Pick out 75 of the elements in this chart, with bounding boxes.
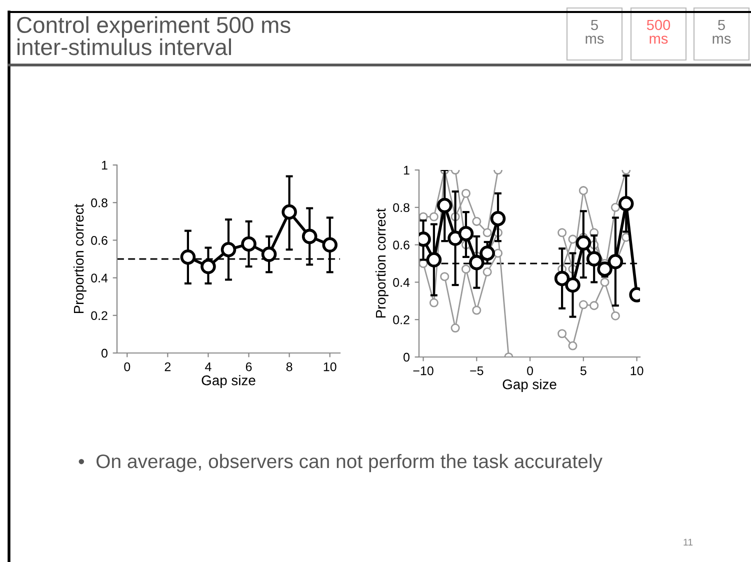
y-tick-label: 0.6 <box>91 236 108 245</box>
point <box>597 261 612 277</box>
x-tick-label: 10 <box>630 366 644 376</box>
point <box>590 301 599 310</box>
point <box>568 234 578 244</box>
point <box>200 258 216 274</box>
x-tick-label: −10 <box>413 366 434 376</box>
x-tick-label: 10 <box>324 362 336 372</box>
x-tick-label: 0 <box>527 366 534 376</box>
point <box>450 324 460 333</box>
point <box>469 254 484 270</box>
point <box>490 210 506 226</box>
point <box>568 341 578 350</box>
point <box>578 300 588 310</box>
y-tick-label: 0.8 <box>393 203 410 212</box>
point <box>586 251 602 266</box>
x-tick-label: 0 <box>124 362 130 372</box>
x-tick-label: 6 <box>246 362 252 372</box>
point <box>241 236 256 252</box>
point <box>261 246 277 262</box>
point <box>180 249 196 265</box>
y-tick-label: 0.8 <box>91 198 108 208</box>
point <box>322 237 338 253</box>
y-tick-label: 0.4 <box>91 274 108 282</box>
point <box>608 254 624 270</box>
y-tick-label: 0.2 <box>91 311 108 320</box>
point <box>461 264 470 274</box>
point <box>282 204 297 220</box>
point <box>610 202 620 212</box>
point <box>600 278 610 287</box>
point <box>448 230 463 246</box>
point <box>482 228 492 238</box>
point <box>461 188 470 198</box>
point <box>440 272 450 282</box>
text: 5 ms <box>712 20 731 44</box>
point <box>482 267 492 276</box>
y-tick-label: 0.2 <box>393 315 410 324</box>
y-tick-label: 0 <box>404 352 410 362</box>
x-tick-label: 2 <box>164 362 171 372</box>
point <box>618 196 634 212</box>
point <box>554 270 570 286</box>
y-tick-label: 1 <box>404 166 410 175</box>
y-axis-title: Proportion correct <box>375 208 388 318</box>
point <box>565 277 580 293</box>
point <box>578 186 588 196</box>
x-tick-label: 4 <box>205 362 212 372</box>
point <box>458 226 474 242</box>
x-tick-label: 5 <box>580 366 586 376</box>
point <box>558 228 567 238</box>
point <box>558 329 567 338</box>
point <box>472 216 482 226</box>
text: 500 ms <box>646 20 670 44</box>
point <box>302 228 318 244</box>
x-tick-label: 8 <box>286 362 292 372</box>
point <box>429 298 438 308</box>
point <box>220 242 236 258</box>
point <box>610 311 620 320</box>
x-axis-title: Gap size <box>202 375 256 388</box>
point <box>436 198 452 214</box>
text: 11 <box>684 538 693 546</box>
y-tick-label: 0.4 <box>393 278 410 287</box>
y-axis-title: Proportion correct <box>73 204 86 314</box>
text: • On average, observers can not perform the task accurately <box>78 454 602 472</box>
point <box>426 252 442 268</box>
point <box>472 306 482 315</box>
y-tick-label: 0.6 <box>393 240 410 250</box>
text: Control experiment 500 ms inter-stimulus interval <box>17 16 290 56</box>
text: 5 ms <box>586 20 604 44</box>
y-tick-label: 1 <box>102 160 108 170</box>
point <box>576 235 592 251</box>
y-tick-label: 0 <box>102 348 108 358</box>
x-tick-label: −5 <box>470 366 484 376</box>
point <box>429 212 438 222</box>
x-axis-title: Gap size <box>502 379 556 392</box>
point <box>493 248 503 258</box>
